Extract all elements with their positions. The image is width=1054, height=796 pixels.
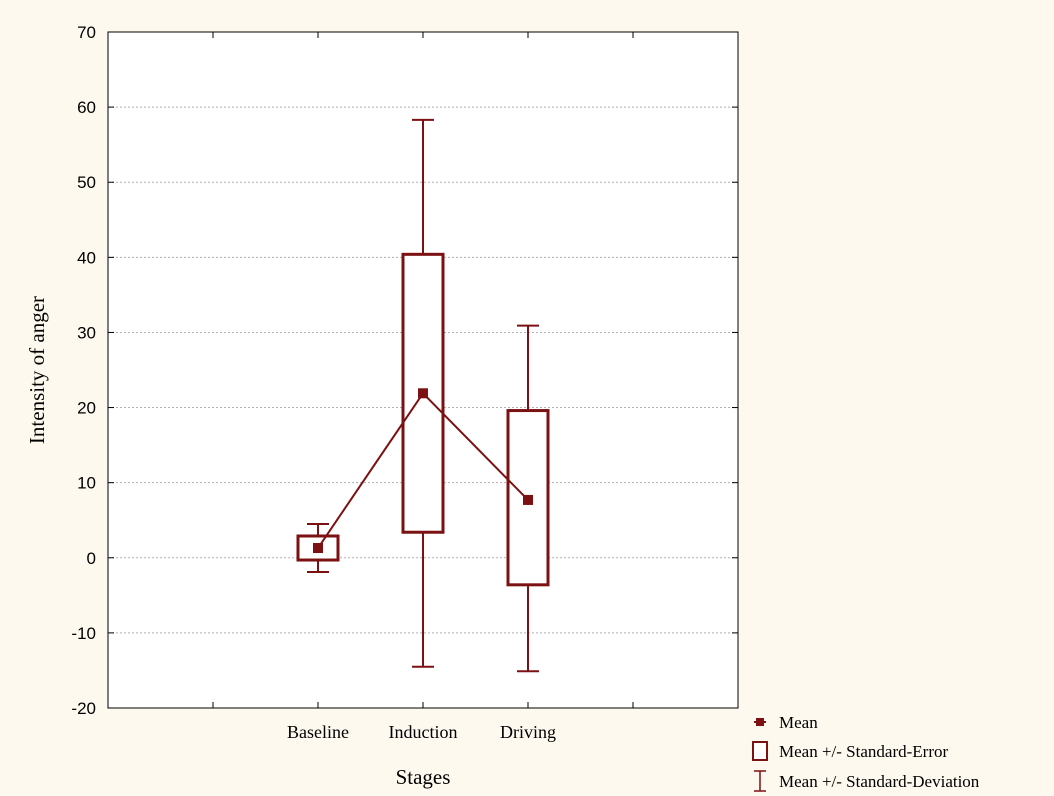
y-axis: -20 -10 0 10 20 30 40 50 60 70 (71, 23, 738, 718)
y-tick-label: 0 (87, 549, 96, 568)
mean-marker (418, 388, 428, 399)
x-category-label: Baseline (287, 722, 349, 742)
x-axis-title: Stages (396, 765, 451, 789)
y-tick-label: 30 (77, 323, 96, 342)
legend: Mean Mean +/- Standard-Error Mean +/- Stan… (752, 713, 980, 792)
mean-marker (313, 543, 323, 554)
x-category-label: Induction (389, 722, 458, 742)
y-tick-label: -10 (71, 624, 96, 643)
y-tick-label: -20 (71, 699, 96, 718)
y-axis-title: Intensity of anger (25, 296, 49, 444)
y-tick-label: 60 (77, 98, 96, 117)
series (296, 118, 550, 673)
legend-se-box (752, 741, 768, 761)
legend-label: Mean +/- Standard-Deviation (779, 772, 980, 791)
mean-marker (523, 494, 533, 505)
y-tick-label: 70 (77, 23, 96, 42)
y-tick-label: 40 (77, 248, 96, 267)
y-tick-label: 50 (77, 173, 96, 192)
legend-mean-marker (756, 718, 764, 726)
x-axis: Baseline Induction Driving (212, 32, 634, 742)
y-tick-label: 20 (77, 399, 96, 418)
legend-label: Mean (779, 713, 818, 732)
y-tick-label: 10 (77, 474, 96, 493)
legend-label: Mean +/- Standard-Error (779, 742, 948, 761)
x-category-label: Driving (500, 722, 556, 742)
grid-lines (108, 106, 738, 634)
